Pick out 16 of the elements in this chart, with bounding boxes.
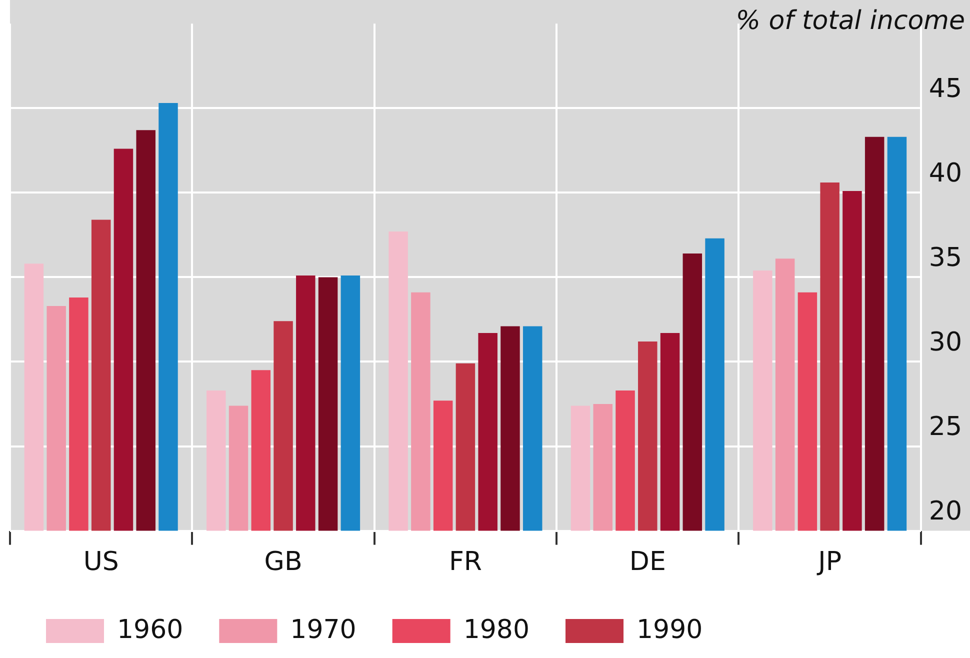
y-tick-label: 40 [928,158,962,188]
y-tick-label: 35 [928,242,962,273]
x-tick-label: GB [264,547,302,578]
y-axis-title: % of total income [736,6,965,36]
legend-label: 1960 [117,614,184,645]
y-tick-label: 25 [928,412,962,442]
legend-label: 1980 [463,614,530,645]
legend-label: 1990 [636,614,703,645]
y-tick-label: 30 [928,327,962,358]
legend-label: 1970 [290,614,356,645]
x-tick-label: DE [629,547,666,578]
y-tick-label: 20 [928,496,962,527]
x-tick-label: US [83,547,119,578]
x-tick-label: FR [448,547,482,578]
x-tick-label: JP [816,547,842,578]
y-tick-label: 45 [928,74,962,104]
